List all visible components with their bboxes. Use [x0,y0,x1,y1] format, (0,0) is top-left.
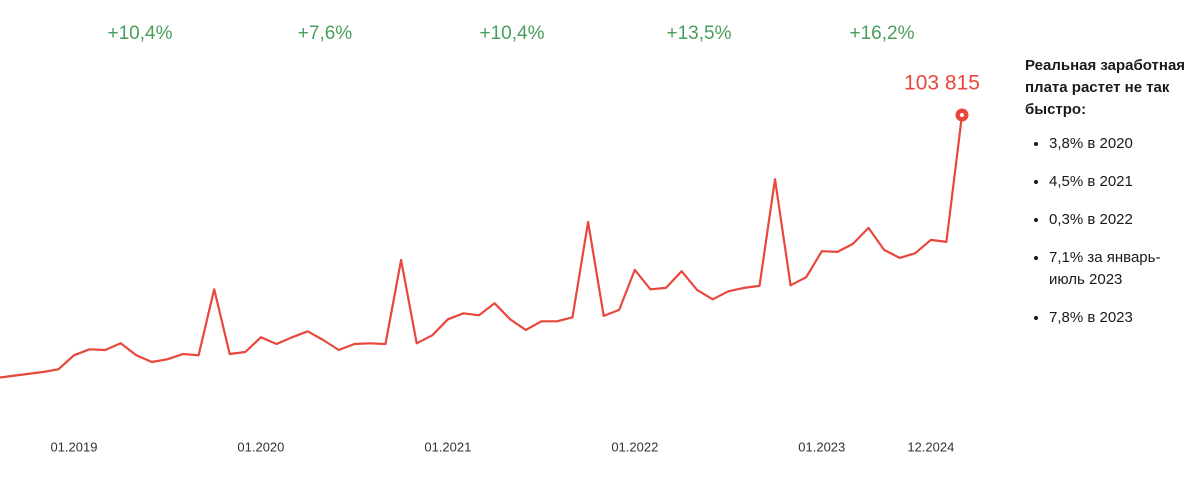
value-label: 103 815 [904,72,980,95]
growth-label: +7,6% [298,23,353,44]
x-tick-label: 01.2019 [50,439,97,454]
x-tick-label: 12.2024 [907,439,954,454]
chart: +10,4% +7,6% +10,4% +13,5% +16,2% 01.2019 01.2… [0,23,980,454]
growth-label: +16,2% [850,23,915,44]
x-tick-label: 01.2020 [237,439,284,454]
sidebar-item: 7,1% за январь-июль 2023 [1049,247,1195,291]
sidebar-title: Реальная заработная плата растет не так … [1025,57,1186,118]
sidebar-item: 0,3% в 2022 [1049,209,1195,231]
sidebar-item: 7,8% в 2023 [1049,307,1195,329]
wage-line [0,114,964,379]
x-tick-label: 01.2022 [611,439,658,454]
end-marker-dot [960,113,964,117]
sidebar: Реальная заработная плата растет не так … [1025,55,1195,345]
growth-label: +10,4% [480,23,545,44]
sidebar-item: 4,5% в 2021 [1049,171,1195,193]
sidebar-list: 3,8% в 2020 4,5% в 2021 0,3% в 2022 7,1% за… [1025,133,1195,329]
x-tick-label: 01.2023 [798,439,845,454]
x-tick-label: 01.2021 [424,439,471,454]
growth-label: +10,4% [108,23,173,44]
sidebar-item: 3,8% в 2020 [1049,133,1195,155]
growth-label: +13,5% [667,23,732,44]
